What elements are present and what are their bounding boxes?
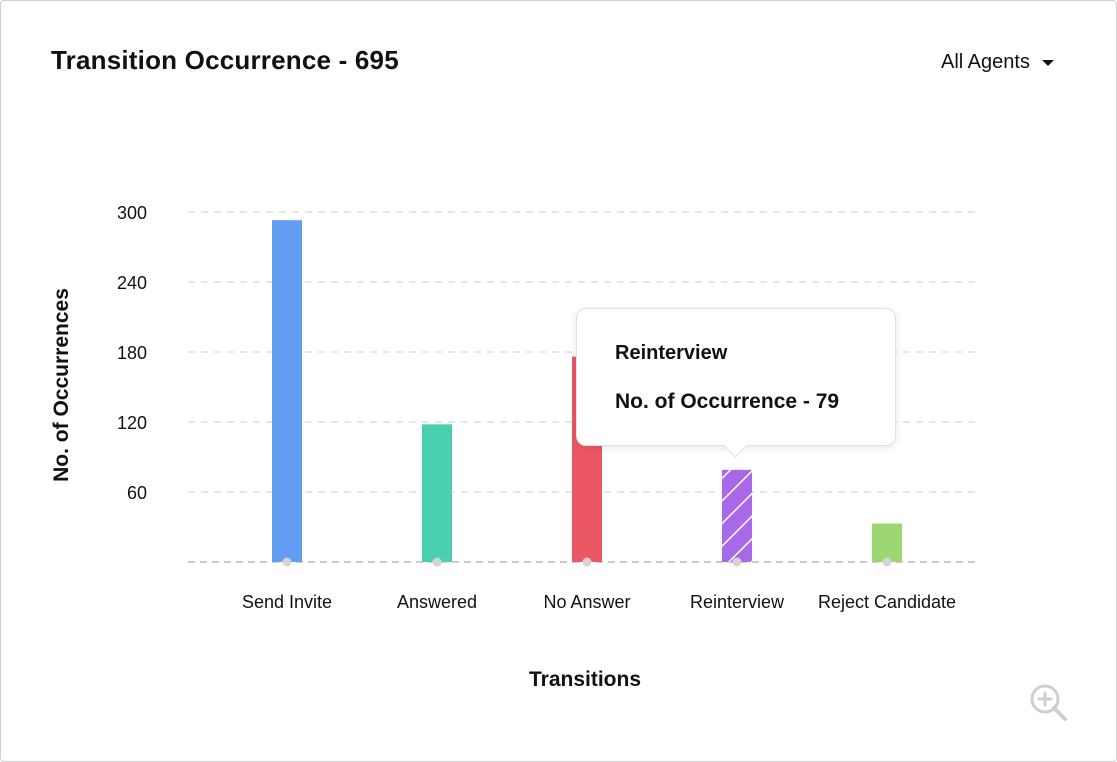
x-tick-label: Reinterview [690,592,785,612]
x-tick-label: Answered [397,592,477,612]
bar-reinterview[interactable] [722,469,752,562]
y-tick-label: 180 [117,343,147,363]
x-tick-label: Send Invite [242,592,332,612]
agent-filter-label: All Agents [941,51,1030,73]
x-tick-label: Reject Candidate [818,592,956,612]
bar-base-marker [432,557,442,567]
chart-title: Transition Occurrence - 695 [51,45,399,75]
caret-down-icon [1041,59,1054,66]
y-tick-label: 60 [127,483,147,503]
agent-filter-dropdown[interactable]: All Agents [941,51,1054,74]
bar-send-invite[interactable] [272,220,302,562]
y-axis-title: No. of Occurrences [50,288,73,482]
y-tick-label: 120 [117,413,147,433]
x-axis-title: Transitions [529,668,641,691]
x-tick-label: No Answer [543,592,630,612]
tooltip-value: No. of Occurrence - 79 [615,390,840,413]
y-tick-label: 240 [117,273,147,293]
zoom-in-icon[interactable] [1028,682,1068,722]
bar-reject-candidate[interactable] [872,523,902,563]
y-tick-label: 300 [117,203,147,223]
tooltip-title: Reinterview [615,342,728,364]
bar-base-marker [282,557,292,567]
bar-base-marker [582,557,592,567]
bar-tooltip: Reinterview No. of Occurrence - 79 [576,308,896,446]
bar-answered[interactable] [422,424,452,562]
bar-base-marker [882,557,892,567]
bar-base-marker [732,557,742,567]
